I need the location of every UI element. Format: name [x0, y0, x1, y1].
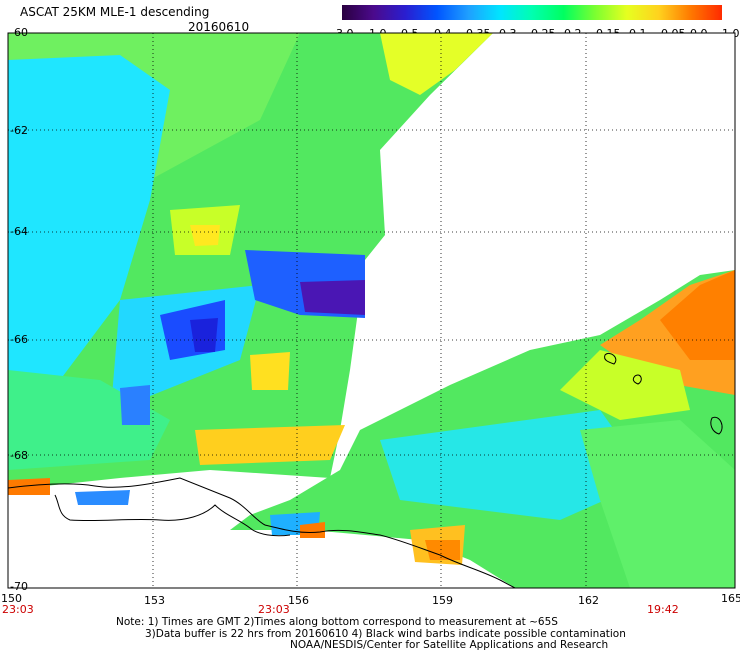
data-swath-left: [8, 33, 493, 505]
lon-label-156: 156: [288, 594, 309, 607]
note-line-1: Note: 1) Times are GMT 2)Times along bot…: [116, 616, 558, 628]
lat-label-66: -66: [10, 333, 28, 346]
lon-label-159: 159: [432, 594, 453, 607]
time-label-middle: 23:03: [258, 603, 290, 616]
grid-lines: [8, 33, 735, 588]
map-date: 20160610: [188, 20, 250, 34]
lat-label-68: -68: [10, 449, 28, 462]
lon-label-153: 153: [144, 594, 165, 607]
data-swath-right: [230, 270, 735, 588]
lon-label-150: 150: [1, 592, 22, 605]
lat-label-60: -60: [10, 26, 28, 39]
time-label-left: 23:03: [2, 603, 34, 616]
lat-label-62: -62: [10, 124, 28, 137]
note-line-3: NOAA/NESDIS/Center for Satellite Applica…: [290, 639, 609, 651]
plot-frame: [7, 32, 736, 589]
lat-label-64: -64: [10, 225, 28, 238]
time-label-right: 19:42: [647, 603, 679, 616]
color-scale-bar: [342, 5, 722, 20]
lon-label-162: 162: [578, 594, 599, 607]
coastline: [8, 352, 723, 588]
note-line-2: 3)Data buffer is 22 hrs from 20160610 4)…: [145, 628, 626, 640]
lon-label-165: 165: [721, 592, 740, 605]
lat-label-70: -70: [10, 580, 28, 593]
map-title: ASCAT 25KM MLE-1 descending: [20, 5, 210, 19]
color-scale-gradient: [342, 5, 722, 20]
